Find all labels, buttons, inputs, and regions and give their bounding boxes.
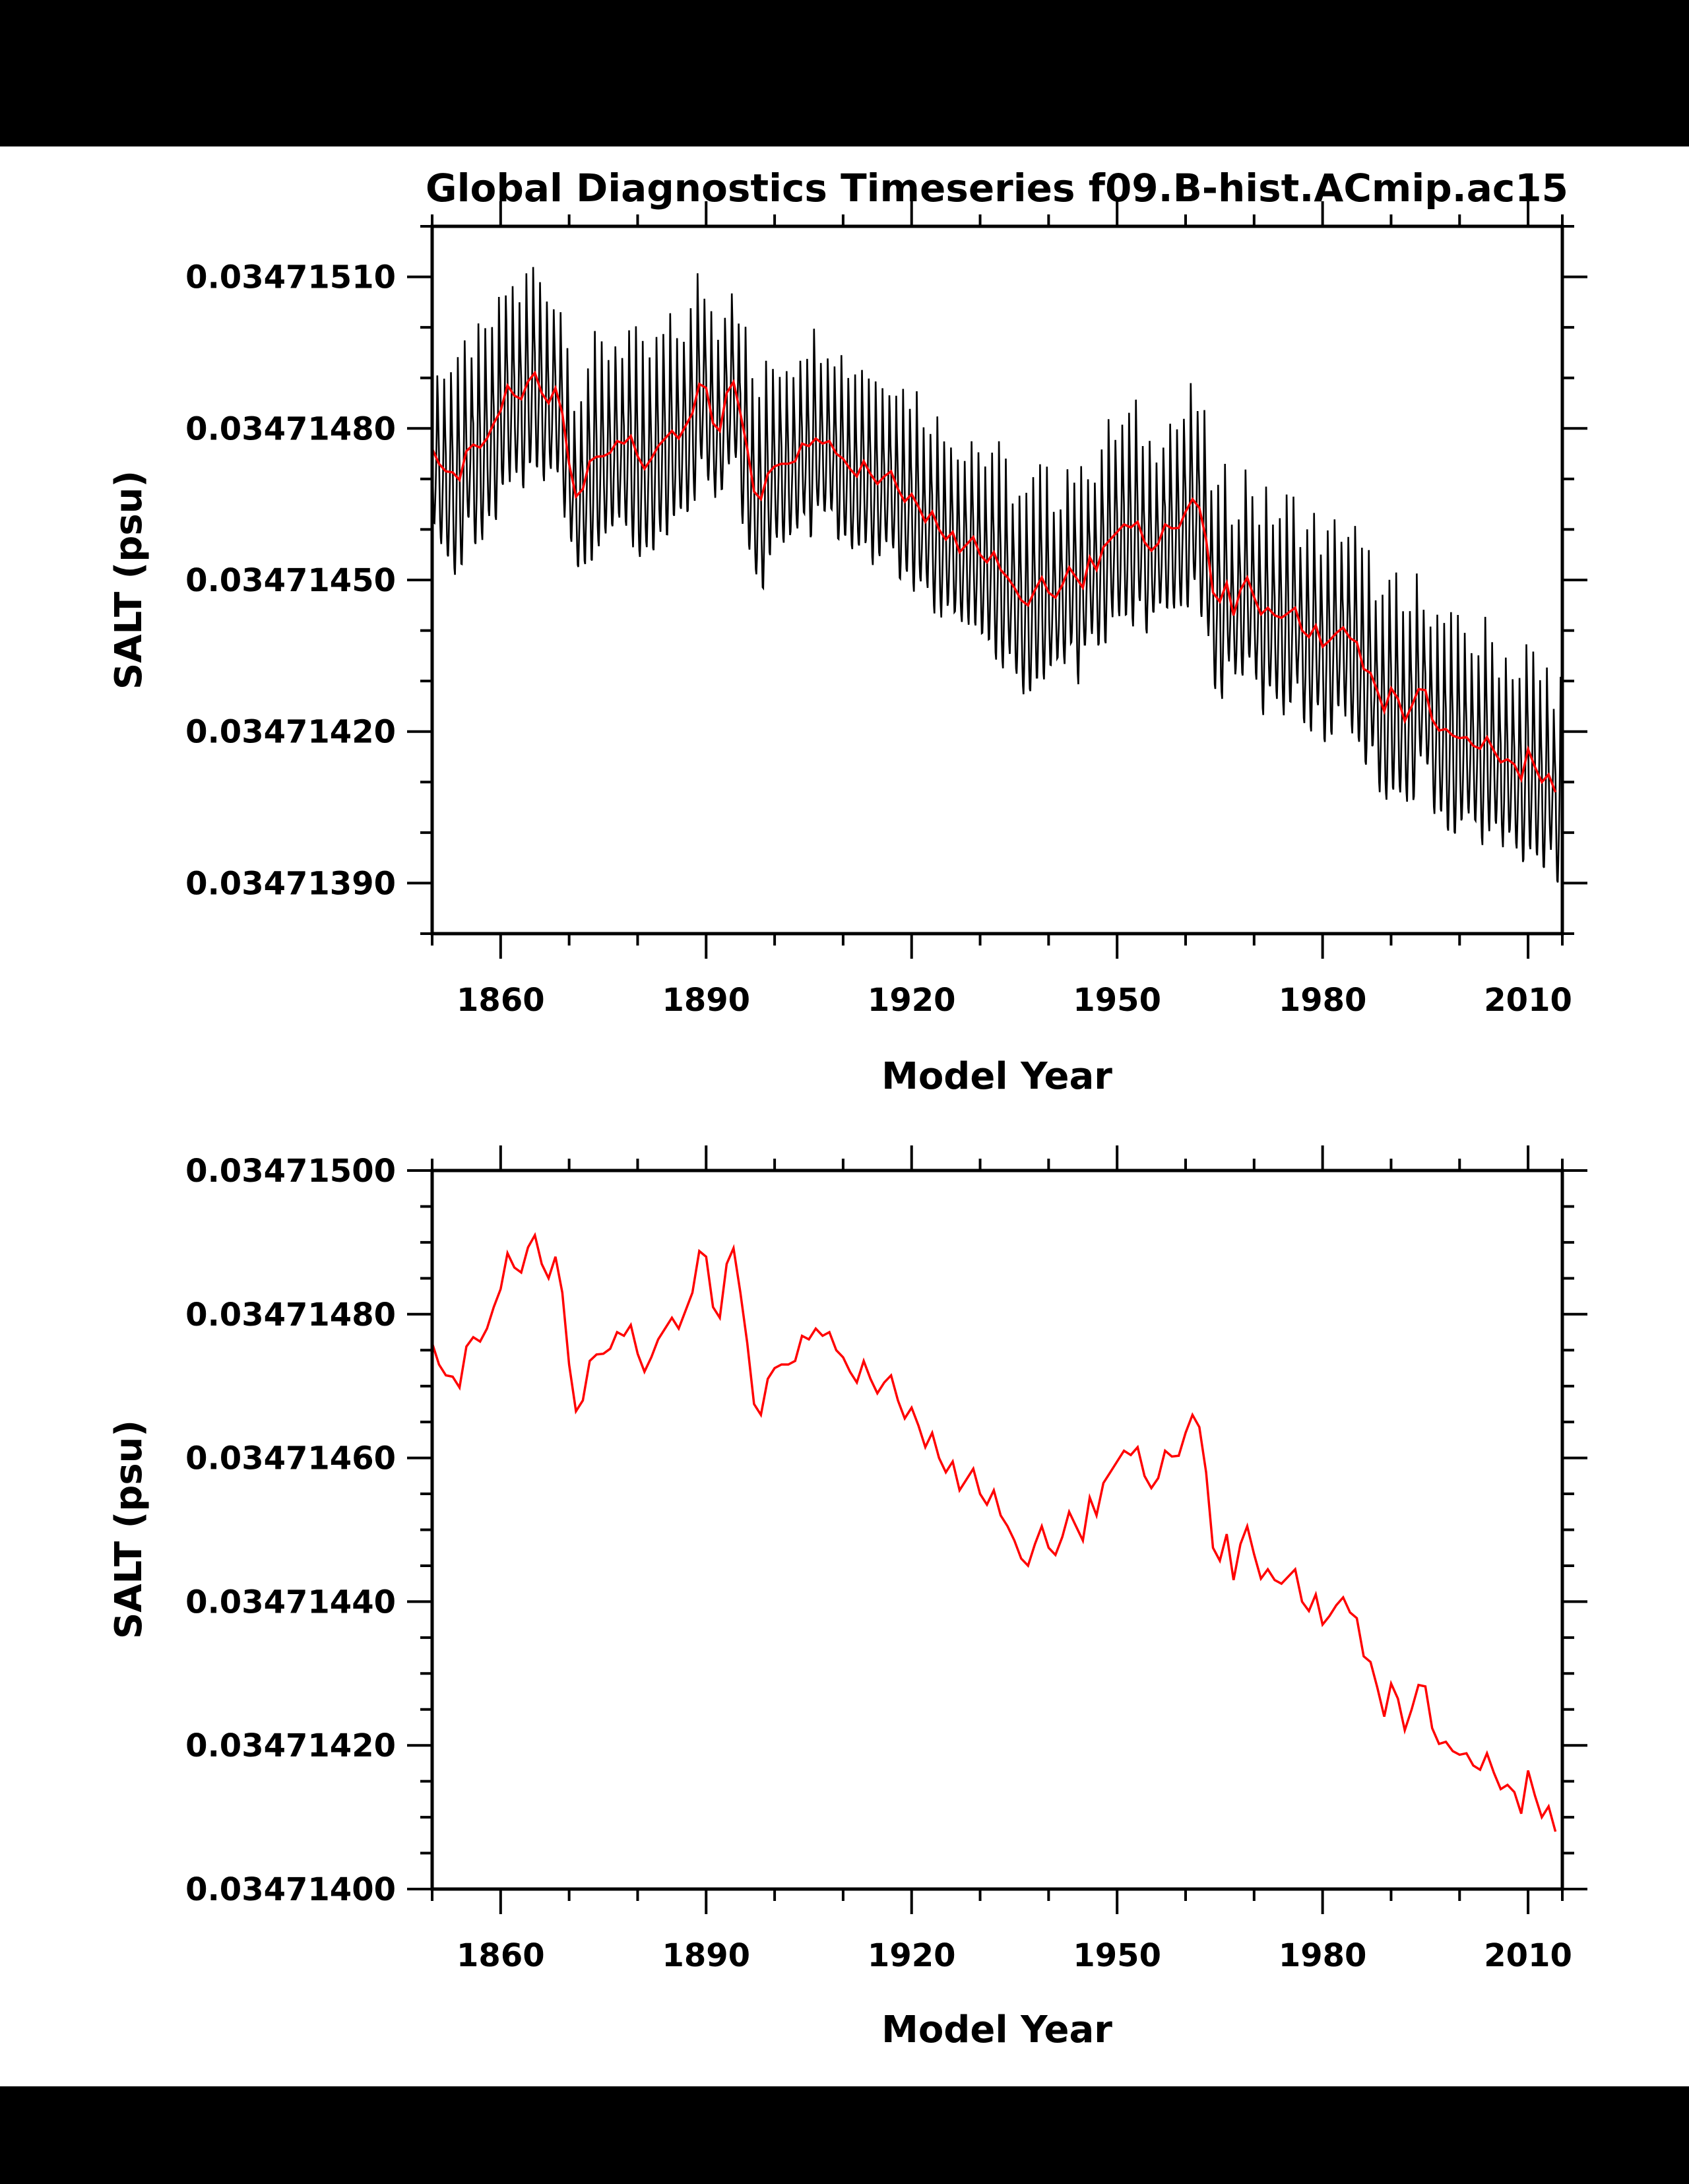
- x-tick-label: 1890: [662, 982, 750, 1019]
- y-tick-label: 0.03471510: [185, 259, 396, 296]
- x-tick-label: 1890: [662, 1937, 750, 1974]
- bottom-y-axis-label: SALT (psu): [108, 1420, 150, 1639]
- y-tick-label: 0.03471400: [185, 1871, 396, 1908]
- bottom-x-axis-label: Model Year: [881, 2008, 1112, 2051]
- x-tick-label: 2010: [1484, 1937, 1572, 1974]
- top-plot-tick-labels: 1860 1890 1920 1950 1980 2010 0.03471510 0.0347…: [185, 259, 1572, 1019]
- top-y-axis-label: SALT (psu): [108, 470, 150, 690]
- bottom-plot-ticks: [407, 1145, 1587, 1914]
- annual-mean-salt-line: [431, 370, 1557, 793]
- x-tick-label: 1950: [1073, 1937, 1161, 1974]
- y-tick-label: 0.03471500: [185, 1153, 396, 1190]
- figure-canvas: [0, 146, 1689, 2086]
- y-tick-label: 0.03471480: [185, 1297, 396, 1333]
- x-tick-label: 1920: [868, 1937, 956, 1974]
- y-tick-label: 0.03471460: [185, 1440, 396, 1477]
- y-tick-label: 0.03471420: [185, 1727, 396, 1764]
- x-tick-label: 1860: [457, 1937, 545, 1974]
- x-tick-label: 2010: [1484, 982, 1572, 1019]
- x-tick-label: 1950: [1073, 982, 1161, 1019]
- x-tick-label: 1980: [1279, 1937, 1367, 1974]
- y-tick-label: 0.03471480: [185, 410, 396, 447]
- top-plot-ticks: [407, 201, 1587, 959]
- y-tick-label: 0.03471390: [185, 865, 396, 902]
- y-tick-label: 0.03471420: [185, 714, 396, 751]
- x-tick-label: 1920: [868, 982, 956, 1019]
- x-tick-label: 1980: [1279, 982, 1367, 1019]
- y-tick-label: 0.03471450: [185, 562, 396, 599]
- figure-title: Global Diagnostics Timeseries f09.B-hist…: [426, 166, 1568, 210]
- bottom-plot-tick-labels: 1860 1890 1920 1950 1980 2010 0.03471500 0.0347…: [185, 1153, 1572, 1974]
- top-x-axis-label: Model Year: [881, 1055, 1112, 1098]
- bottom-plot: 1860 1890 1920 1950 1980 2010 0.03471500 0.0347…: [108, 1145, 1587, 2051]
- annual-mean-salt-line-bottom: [431, 1232, 1557, 1832]
- monthly-salt-line: [431, 267, 1563, 883]
- top-plot: 1860 1890 1920 1950 1980 2010 0.03471510 0.0347…: [108, 201, 1587, 1098]
- x-tick-label: 1860: [457, 982, 545, 1019]
- y-tick-label: 0.03471440: [185, 1584, 396, 1621]
